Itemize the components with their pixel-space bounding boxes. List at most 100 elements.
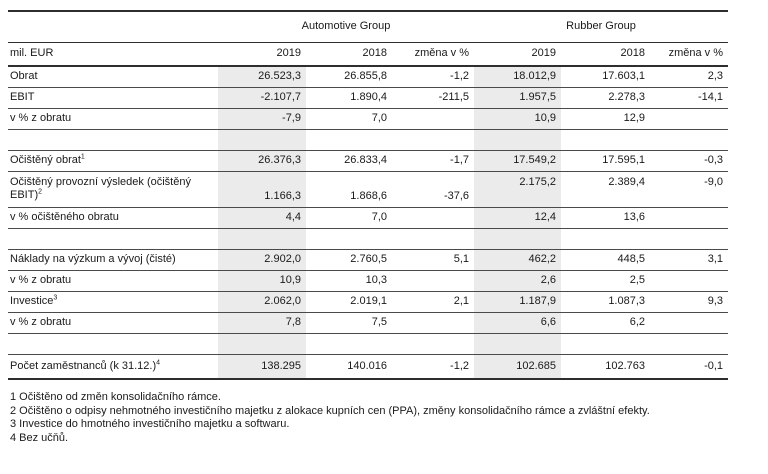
table-cell	[306, 228, 392, 249]
footnote-4: 4 Bez učňů.	[10, 431, 69, 444]
table-cell	[650, 129, 728, 150]
table-row-v-pct-z-obratu-2: v % z obratu 10,9 10,3 2,6 2,5	[8, 270, 729, 291]
table-cell: 10,9	[474, 108, 562, 129]
table-cell	[561, 129, 650, 150]
footnote-ref: 2	[38, 188, 43, 196]
table-cell: 2.175,2	[474, 171, 562, 207]
table-cell: 7,0	[371, 112, 387, 124]
page: Automotive Group Rubber Group mil. EUR 2…	[8, 10, 768, 445]
table-cell: 102.685	[474, 354, 562, 379]
table-cell	[392, 228, 474, 249]
spacer-row	[8, 129, 729, 150]
row-label: v % z obratu	[8, 270, 218, 291]
table-cell: 2.760,5	[350, 253, 387, 265]
table-cell	[650, 270, 728, 291]
table-cell: 12,9	[623, 112, 646, 124]
table-cell	[218, 129, 306, 150]
col-header-rubber-2018: 2018	[620, 47, 646, 60]
table-cell: -211,5	[438, 91, 470, 103]
table-cell	[474, 228, 562, 249]
table-cell: 17.595,1	[602, 154, 646, 166]
table-cell: 140.016	[347, 359, 387, 372]
table-cell: -1,2	[450, 70, 470, 83]
table-cell: 5,1	[453, 253, 470, 265]
table-cell: -2.107,7	[218, 87, 306, 108]
table-cell	[8, 129, 218, 150]
table-cell: 17.549,2	[474, 150, 562, 171]
table-row-obrat: Obrat 26.523,3 26.855,8 -1,2 18.012,9 17…	[8, 66, 729, 87]
corner-cell	[8, 11, 218, 42]
spacer-row	[8, 333, 729, 354]
row-label: Očištěný provozní výsledek (očištěný EBI…	[8, 171, 218, 207]
row-label: v % očištěného obratu	[8, 207, 218, 228]
table-row-pocet-zamestnancu: Počet zaměstnanců (k 31.12.)4 138.295 14…	[8, 354, 728, 379]
row-label-text: v % z obratu	[10, 316, 72, 328]
table-cell: 26.523,3	[218, 66, 306, 87]
table-cell: 26.855,8	[344, 70, 387, 83]
row-label-text: EBIT	[10, 91, 35, 103]
table-row-investice: Investice3 2.062,0 2.019,1 2,1 1.187,9 1…	[8, 291, 729, 312]
footnote-2: 2 Očištěno o odpisy nehmotného investičn…	[10, 404, 650, 417]
table-cell	[306, 333, 392, 354]
table-cell: 26.833,4	[344, 154, 387, 166]
automotive-group-header: Automotive Group	[301, 20, 391, 33]
table-cell: 2.902,0	[218, 249, 306, 270]
footnote-ref: 3	[53, 294, 58, 302]
table-cell: 10,9	[218, 270, 306, 291]
table-cell: 10,3	[365, 274, 387, 286]
key-figures-table: Automotive Group Rubber Group mil. EUR 2…	[8, 10, 729, 380]
table-cell: 7,5	[371, 316, 387, 328]
row-label-text: v % z obratu	[10, 112, 72, 124]
row-label: Očištěný obrat1	[8, 150, 218, 171]
row-label: Obrat	[8, 66, 218, 87]
table-cell: 2.278,3	[608, 91, 646, 103]
table-cell: 26.376,3	[218, 150, 306, 171]
row-label: v % z obratu	[8, 312, 218, 333]
table-cell: 13,6	[623, 211, 646, 223]
col-header-auto-2019: 2019	[276, 47, 301, 60]
table-cell: 6,2	[629, 316, 646, 328]
table-cell: -1,2	[450, 359, 470, 372]
table-cell: 2.062,0	[218, 291, 306, 312]
table-cell: 2.019,1	[350, 295, 387, 307]
table-cell: -1,7	[450, 154, 470, 166]
footnotes: 1 Očištěno od změn konsolidačního rámce.…	[10, 391, 768, 445]
footnote-ref: 4	[156, 359, 161, 367]
col-header-auto-2018: 2018	[362, 47, 387, 60]
table-cell: -0,3	[704, 154, 724, 166]
table-cell	[392, 270, 474, 291]
table-cell	[392, 108, 474, 129]
table-cell: 138.295	[218, 354, 306, 379]
table-cell	[561, 333, 650, 354]
table-cell: 1.890,4	[350, 91, 387, 103]
table-cell	[474, 333, 562, 354]
table-cell: 1.187,9	[474, 291, 562, 312]
table-row-v-pct-z-obratu-1: v % z obratu -7,9 7,0 10,9 12,9	[8, 108, 729, 129]
col-header-rubber-2019: 2019	[531, 47, 557, 60]
rubber-group-header: Rubber Group	[566, 20, 636, 33]
table-cell: 102.763	[605, 359, 646, 372]
table-row-v-pct-z-obratu-3: v % z obratu 7,8 7,5 6,6 6,2	[8, 312, 729, 333]
footnote-1: 1 Očištěno od změn konsolidačního rámce.	[10, 391, 221, 403]
row-label: Počet zaměstnanců (k 31.12.)4	[8, 354, 218, 379]
table-row-v-pct-ocisteneho-obratu: v % očištěného obratu 4,4 7,0 12,4 13,6	[8, 207, 729, 228]
table-cell: 9,3	[707, 295, 724, 307]
row-label-text: Očištěný provozní výsledek (očištěný EBI…	[10, 176, 191, 201]
table-cell: 448,5	[617, 253, 646, 265]
table-cell: 17.603,1	[602, 70, 646, 83]
table-row-ebit: EBIT -2.107,7 1.890,4 -211,5 1.957,5 2.2…	[8, 87, 729, 108]
table-cell: 18.012,9	[474, 66, 562, 87]
col-header-rubber-change: změna v %	[668, 47, 724, 60]
row-label-text: Očištěný obrat	[10, 154, 81, 166]
row-label-text: Investice	[10, 295, 54, 307]
table-cell	[218, 333, 306, 354]
row-label-text: Obrat	[10, 70, 38, 83]
table-row-ocisteny-obrat: Očištěný obrat1 26.376,3 26.833,4 -1,7 1…	[8, 150, 729, 171]
table-cell: 1.868,6	[350, 189, 387, 202]
table-cell: -0,1	[704, 359, 724, 372]
table-cell: 1.087,3	[608, 295, 646, 307]
col-header-auto-change: změna v %	[414, 47, 470, 60]
table-cell: -14,1	[697, 91, 724, 103]
table-cell: 7,8	[218, 312, 306, 333]
row-label-text: Náklady na výzkum a vývoj (čisté)	[10, 253, 176, 265]
